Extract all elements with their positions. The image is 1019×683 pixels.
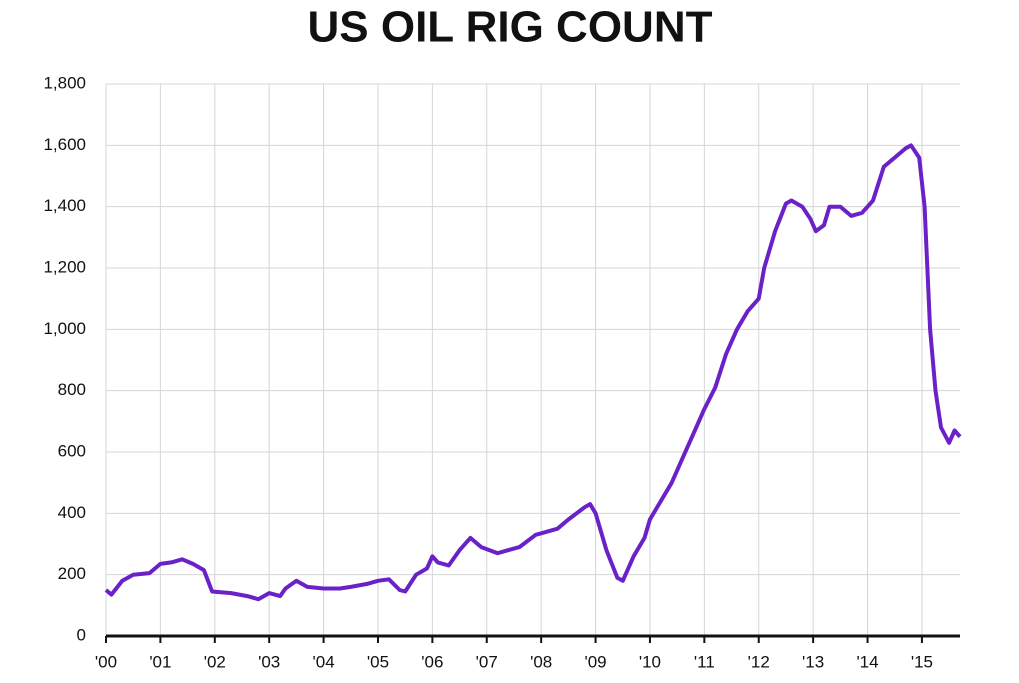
x-tick-label: '04 [313, 652, 335, 671]
x-tick-label: '15 [911, 652, 933, 671]
x-tick-label: '02 [204, 652, 226, 671]
x-tick-label: '06 [421, 652, 443, 671]
y-tick-label: 1,600 [43, 135, 86, 154]
y-tick-label: 800 [58, 380, 86, 399]
y-tick-label: 1,000 [43, 319, 86, 338]
y-tick-label: 0 [77, 625, 86, 644]
x-tick-label: '13 [802, 652, 824, 671]
x-tick-label: '03 [258, 652, 280, 671]
x-tick-label: '01 [149, 652, 171, 671]
x-tick-label: '14 [856, 652, 878, 671]
y-tick-label: 1,800 [43, 73, 86, 92]
x-tick-label: '00 [95, 652, 117, 671]
x-tick-label: '12 [748, 652, 770, 671]
y-tick-label: 1,400 [43, 196, 86, 215]
chart-title: US OIL RIG COUNT [308, 3, 713, 52]
x-tick-label: '11 [694, 652, 715, 671]
x-tick-label: '10 [639, 652, 661, 671]
y-tick-label: 600 [58, 441, 86, 460]
y-tick-label: 1,200 [43, 257, 86, 276]
x-tick-label: '09 [584, 652, 606, 671]
line [104, 143, 962, 602]
x-tick-label: '08 [530, 652, 552, 671]
y-tick-label: 200 [58, 564, 86, 583]
y-tick-label: 400 [58, 503, 86, 522]
x-tick-label: '07 [476, 652, 498, 671]
x-tick-label: '05 [367, 652, 389, 671]
